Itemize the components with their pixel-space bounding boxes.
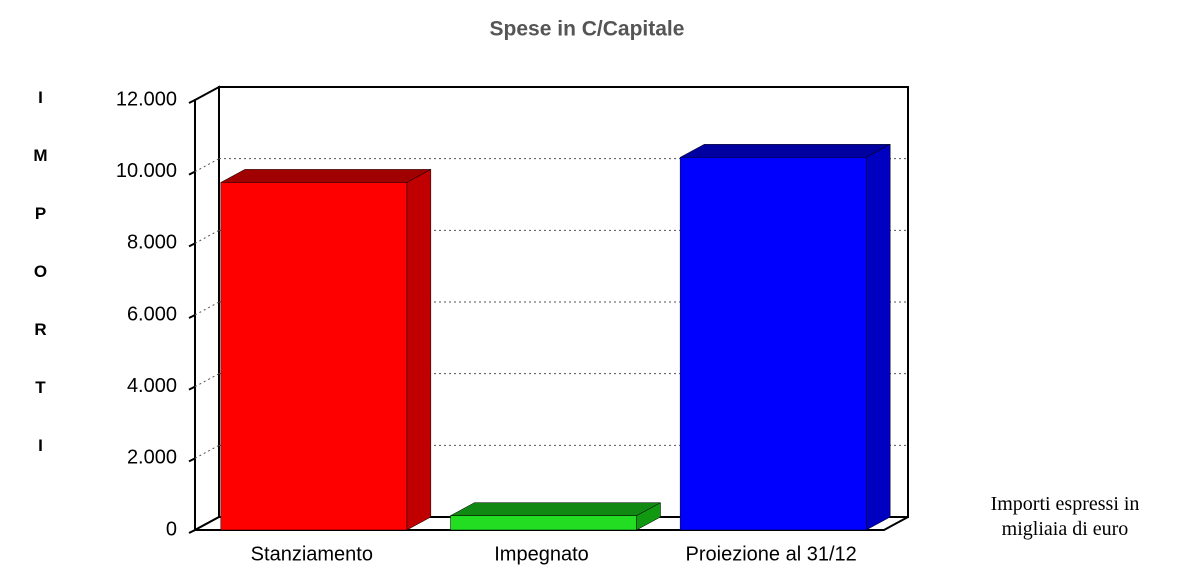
chart-title: Spese in C/Capitale [490, 18, 685, 41]
y-tick-label: 0 [166, 518, 177, 540]
tick-mark [188, 385, 196, 391]
y-tick-label: 2.000 [127, 447, 177, 469]
bar [679, 157, 867, 531]
left-wall [194, 85, 220, 532]
tick-mark [188, 529, 196, 534]
bar-side [865, 143, 891, 531]
y-tick-label: 4.000 [127, 375, 177, 397]
y-tick-label: 12.000 [116, 88, 177, 110]
y-tick-label: 6.000 [127, 303, 177, 325]
y-axis-label: IMPORTI [31, 88, 50, 494]
bar-top [680, 144, 891, 158]
tick-mark [188, 170, 196, 176]
bar [450, 515, 637, 531]
bar-top [220, 169, 431, 183]
x-tick-label: Impegnato [494, 543, 589, 565]
bar [220, 182, 408, 531]
bar-top [450, 502, 661, 516]
bar-side [406, 168, 432, 531]
y-tick-label: 10.000 [116, 160, 177, 182]
tick-mark [188, 314, 196, 319]
tick-mark [188, 99, 196, 104]
y-tick-label: 8.000 [127, 232, 177, 254]
tick-mark [188, 457, 196, 463]
tick-mark [188, 242, 196, 248]
note: Importi espressi in migliaia di euro [990, 493, 1140, 540]
x-tick-label: Proiezione al 31/12 [686, 543, 857, 565]
x-tick-label: Stanziamento [251, 543, 373, 565]
